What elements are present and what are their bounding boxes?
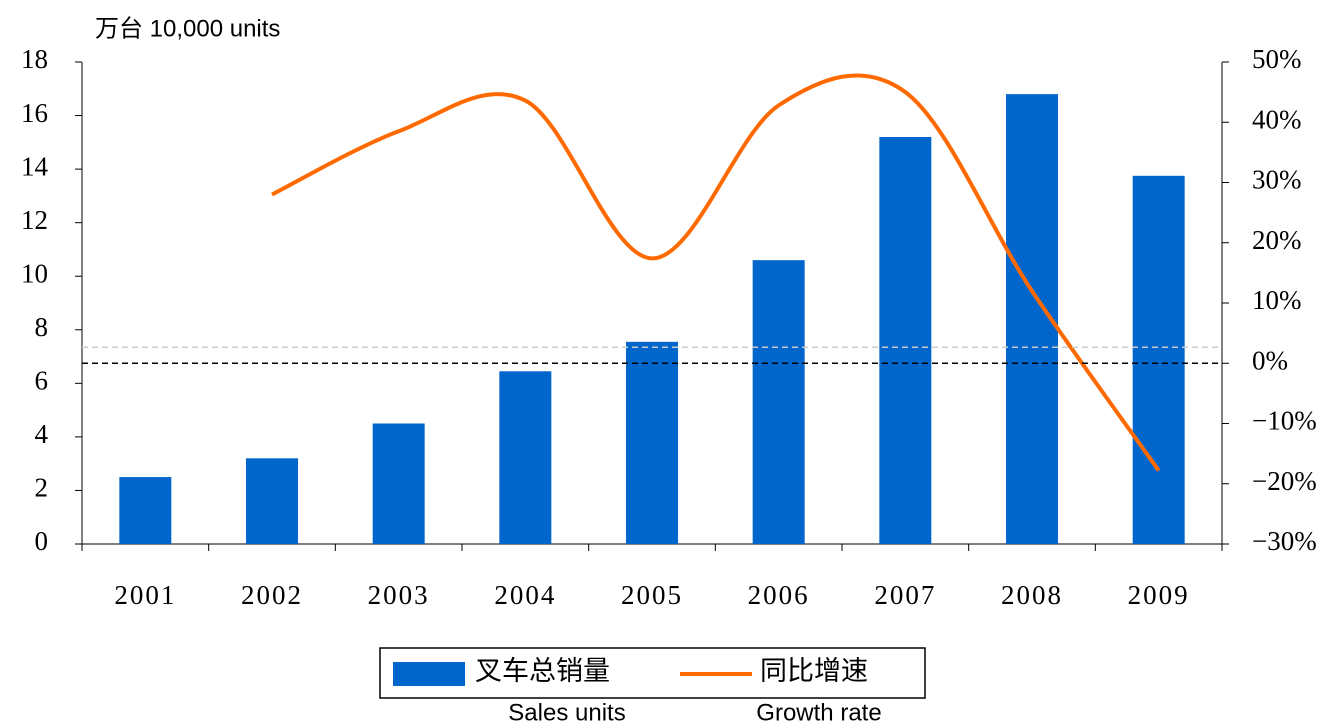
y-tick-label: 14: [21, 151, 49, 181]
y2-tick-label: 50%: [1252, 44, 1302, 74]
x-tick-label: 2003: [368, 580, 430, 610]
y-tick-label: 8: [35, 312, 49, 342]
bar: [626, 341, 678, 544]
y-tick-label: 0: [35, 526, 49, 556]
y-tick-label: 12: [21, 205, 48, 235]
y-tick-label: 6: [35, 366, 49, 396]
legend-label: 叉车总销量: [475, 656, 610, 686]
bar: [499, 371, 552, 544]
y-tick-label: 4: [35, 419, 49, 449]
y2-tick-label: 20%: [1252, 225, 1302, 255]
bar: [246, 458, 298, 544]
y-tick-label: 2: [35, 473, 49, 503]
y2-tick-label: 0%: [1252, 345, 1288, 375]
x-tick-label: 2009: [1128, 580, 1190, 610]
y2-tick-label: −10%: [1252, 406, 1317, 436]
legend-swatch: [393, 662, 465, 686]
bar: [1132, 175, 1185, 545]
y2-tick-label: 10%: [1252, 285, 1302, 315]
x-tick-label: 2004: [494, 580, 556, 610]
x-tick-label: 2005: [621, 580, 683, 610]
x-tick-label: 2007: [874, 580, 936, 610]
bar: [119, 477, 172, 544]
legend-box: [379, 647, 926, 699]
x-tick-label: 2006: [748, 580, 810, 610]
y-tick-label: 10: [21, 258, 48, 288]
y2-tick-label: −30%: [1252, 526, 1317, 556]
bar: [372, 423, 425, 544]
y-axis-label: 万台 10,000 units: [95, 15, 280, 42]
legend-sublabel: Growth rate: [756, 699, 881, 726]
x-tick-label: 2008: [1001, 580, 1063, 610]
y2-tick-label: 30%: [1252, 165, 1302, 195]
y-tick-label: 16: [21, 98, 48, 128]
bar: [752, 260, 805, 544]
bar: [879, 136, 932, 544]
y-tick-label: 18: [21, 44, 48, 74]
growth-line: [271, 73, 1161, 472]
legend-label: 同比增速: [760, 656, 868, 686]
x-tick-label: 2001: [114, 580, 176, 610]
legend-sublabel: Sales units: [508, 699, 625, 726]
y2-tick-label: −20%: [1252, 466, 1317, 496]
x-tick-label: 2002: [241, 580, 303, 610]
y2-tick-label: 40%: [1252, 104, 1302, 134]
